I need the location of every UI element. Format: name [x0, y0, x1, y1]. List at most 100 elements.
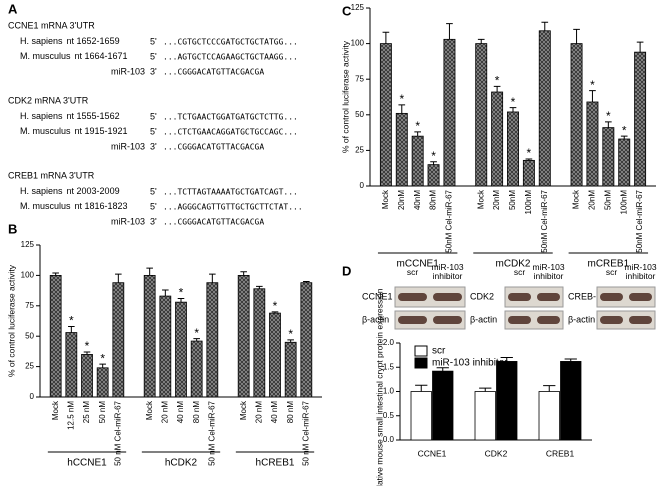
- bar: [560, 361, 582, 441]
- x-tick-label: Mock: [476, 189, 485, 209]
- x-tick-label: Mock: [381, 189, 390, 209]
- blot-band: [508, 316, 531, 324]
- x-tick-label: 50 nM Cel-miR-67: [301, 400, 310, 465]
- blot-box: [394, 310, 466, 330]
- bar: [496, 361, 518, 441]
- sequence: ...CGGGACATGTTACGACGA: [163, 68, 264, 77]
- sequence: ...CGGGACATGTTACGACGA: [163, 218, 264, 227]
- group-label: hCCNE1: [67, 458, 107, 469]
- error-bar: [209, 273, 216, 283]
- error-bar: [177, 298, 185, 303]
- significance-marker: *: [100, 351, 105, 365]
- bar: [143, 274, 156, 398]
- bar: [81, 354, 93, 398]
- bar: [602, 127, 615, 187]
- error-bar: [146, 267, 153, 276]
- x-tick-label: 100nM: [619, 190, 628, 215]
- bar: [300, 282, 313, 398]
- position: nt 1652-1659: [67, 36, 120, 46]
- blot-control: β-actin: [362, 314, 389, 324]
- error-bar: [479, 387, 492, 392]
- species: H. sapiens: [20, 186, 63, 196]
- error-bar: [525, 158, 533, 161]
- y-tick-label: 50: [355, 110, 364, 119]
- x-tick-label: 50nM Cel-miR-67: [540, 189, 549, 252]
- significance-marker: *: [399, 92, 404, 106]
- error-bar: [52, 272, 59, 276]
- panel-letter: D: [342, 263, 351, 278]
- group-label: mCCNE1: [397, 259, 440, 270]
- blot-control: β-actin: [568, 314, 595, 324]
- x-tick-label: 100nM: [524, 190, 533, 215]
- blot-band: [629, 293, 652, 301]
- x-tick-label: CCNE1: [418, 448, 447, 458]
- x-tick-label: 50nM Cel-miR-67: [445, 189, 454, 252]
- blot-band: [629, 316, 652, 324]
- error-bar: [414, 131, 422, 137]
- significance-marker: *: [431, 149, 436, 163]
- lane-label: miR-103 inhibitor: [624, 262, 657, 281]
- sequence: ...TCTTAGTAAAATGCTGATCAGT...: [163, 188, 298, 197]
- lane-label: scr: [513, 267, 526, 277]
- x-tick-label: 20 nM: [254, 401, 263, 424]
- error-bar: [83, 351, 91, 355]
- position: nt 2003-2009: [67, 186, 120, 196]
- blot-band: [508, 293, 531, 301]
- significance-marker: *: [495, 73, 500, 87]
- bar: [432, 370, 454, 441]
- species: H. sapiens: [20, 111, 63, 121]
- x-tick-label: 20 nM: [160, 401, 169, 424]
- bar: [475, 43, 488, 187]
- error-bar: [68, 325, 75, 333]
- strand-end: 3': [150, 141, 157, 151]
- bar: [538, 30, 551, 187]
- blot-band: [600, 316, 623, 324]
- error-bar: [541, 21, 549, 31]
- x-tick-label: Mock: [572, 189, 581, 209]
- species: miR-103: [111, 66, 145, 76]
- x-tick-label: 80nM: [429, 190, 438, 210]
- x-tick-label: 40 nM: [270, 401, 279, 424]
- error-bar: [430, 161, 437, 165]
- bar: [507, 111, 519, 187]
- error-bar: [477, 38, 485, 44]
- group-label: mCDK2: [495, 259, 530, 270]
- strand-end: 5': [150, 126, 157, 136]
- error-bar: [564, 358, 577, 362]
- significance-marker: *: [179, 286, 184, 300]
- bar: [190, 340, 203, 398]
- blot-band: [433, 293, 462, 301]
- error-bar: [287, 339, 294, 343]
- blot-band: [398, 293, 427, 301]
- sequence: ...TCTGAACTGGATGATGCTCTTG...: [163, 113, 298, 122]
- strand-end: 5': [150, 111, 157, 121]
- lane-label: miR-103 inhibitor: [431, 262, 464, 281]
- sequence: ...AGGGCAGTTGTTGCTGCTTCTAT...: [163, 203, 303, 212]
- y-tick-label: 125: [21, 240, 35, 249]
- error-bar: [493, 85, 501, 93]
- strand-end: 3': [150, 66, 157, 76]
- sequence: ...CGGGACATGTTACGACGA: [163, 143, 264, 152]
- blot-box: [596, 310, 656, 330]
- species-row: H. sapiens nt 2003-2009: [20, 186, 120, 196]
- y-axis-label: relative mouse small intestinal crypt pr…: [374, 288, 384, 486]
- position: nt 1816-1823: [75, 201, 128, 211]
- strand-end: 5': [150, 51, 157, 61]
- x-tick-label: 50nM: [508, 190, 517, 210]
- y-tick-label: 2.0: [383, 338, 395, 347]
- significance-marker: *: [288, 327, 293, 341]
- error-bar: [271, 311, 279, 314]
- group-label: hCREB1: [256, 458, 295, 469]
- significance-marker: *: [85, 339, 90, 353]
- x-tick-label: 50nM: [603, 190, 612, 210]
- panel-letter: C: [342, 3, 352, 18]
- blot-band: [537, 316, 560, 324]
- y-tick-label: 50: [25, 331, 34, 340]
- blot-band: [600, 293, 623, 301]
- species: miR-103: [111, 141, 145, 151]
- y-tick-label: 0: [30, 392, 35, 401]
- bar: [284, 341, 297, 398]
- y-tick-label: 0.5: [383, 411, 395, 420]
